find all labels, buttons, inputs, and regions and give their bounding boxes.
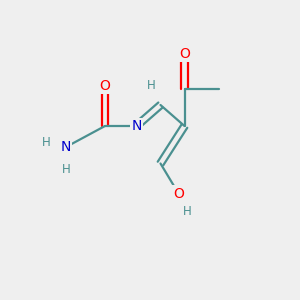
Text: O: O: [179, 47, 190, 61]
Text: N: N: [61, 140, 71, 154]
Text: H: H: [183, 205, 192, 218]
Text: O: O: [100, 79, 110, 92]
Text: N: N: [131, 119, 142, 133]
Text: H: H: [42, 136, 51, 149]
Text: H: H: [147, 79, 156, 92]
Text: O: O: [173, 187, 184, 200]
Text: H: H: [61, 163, 70, 176]
